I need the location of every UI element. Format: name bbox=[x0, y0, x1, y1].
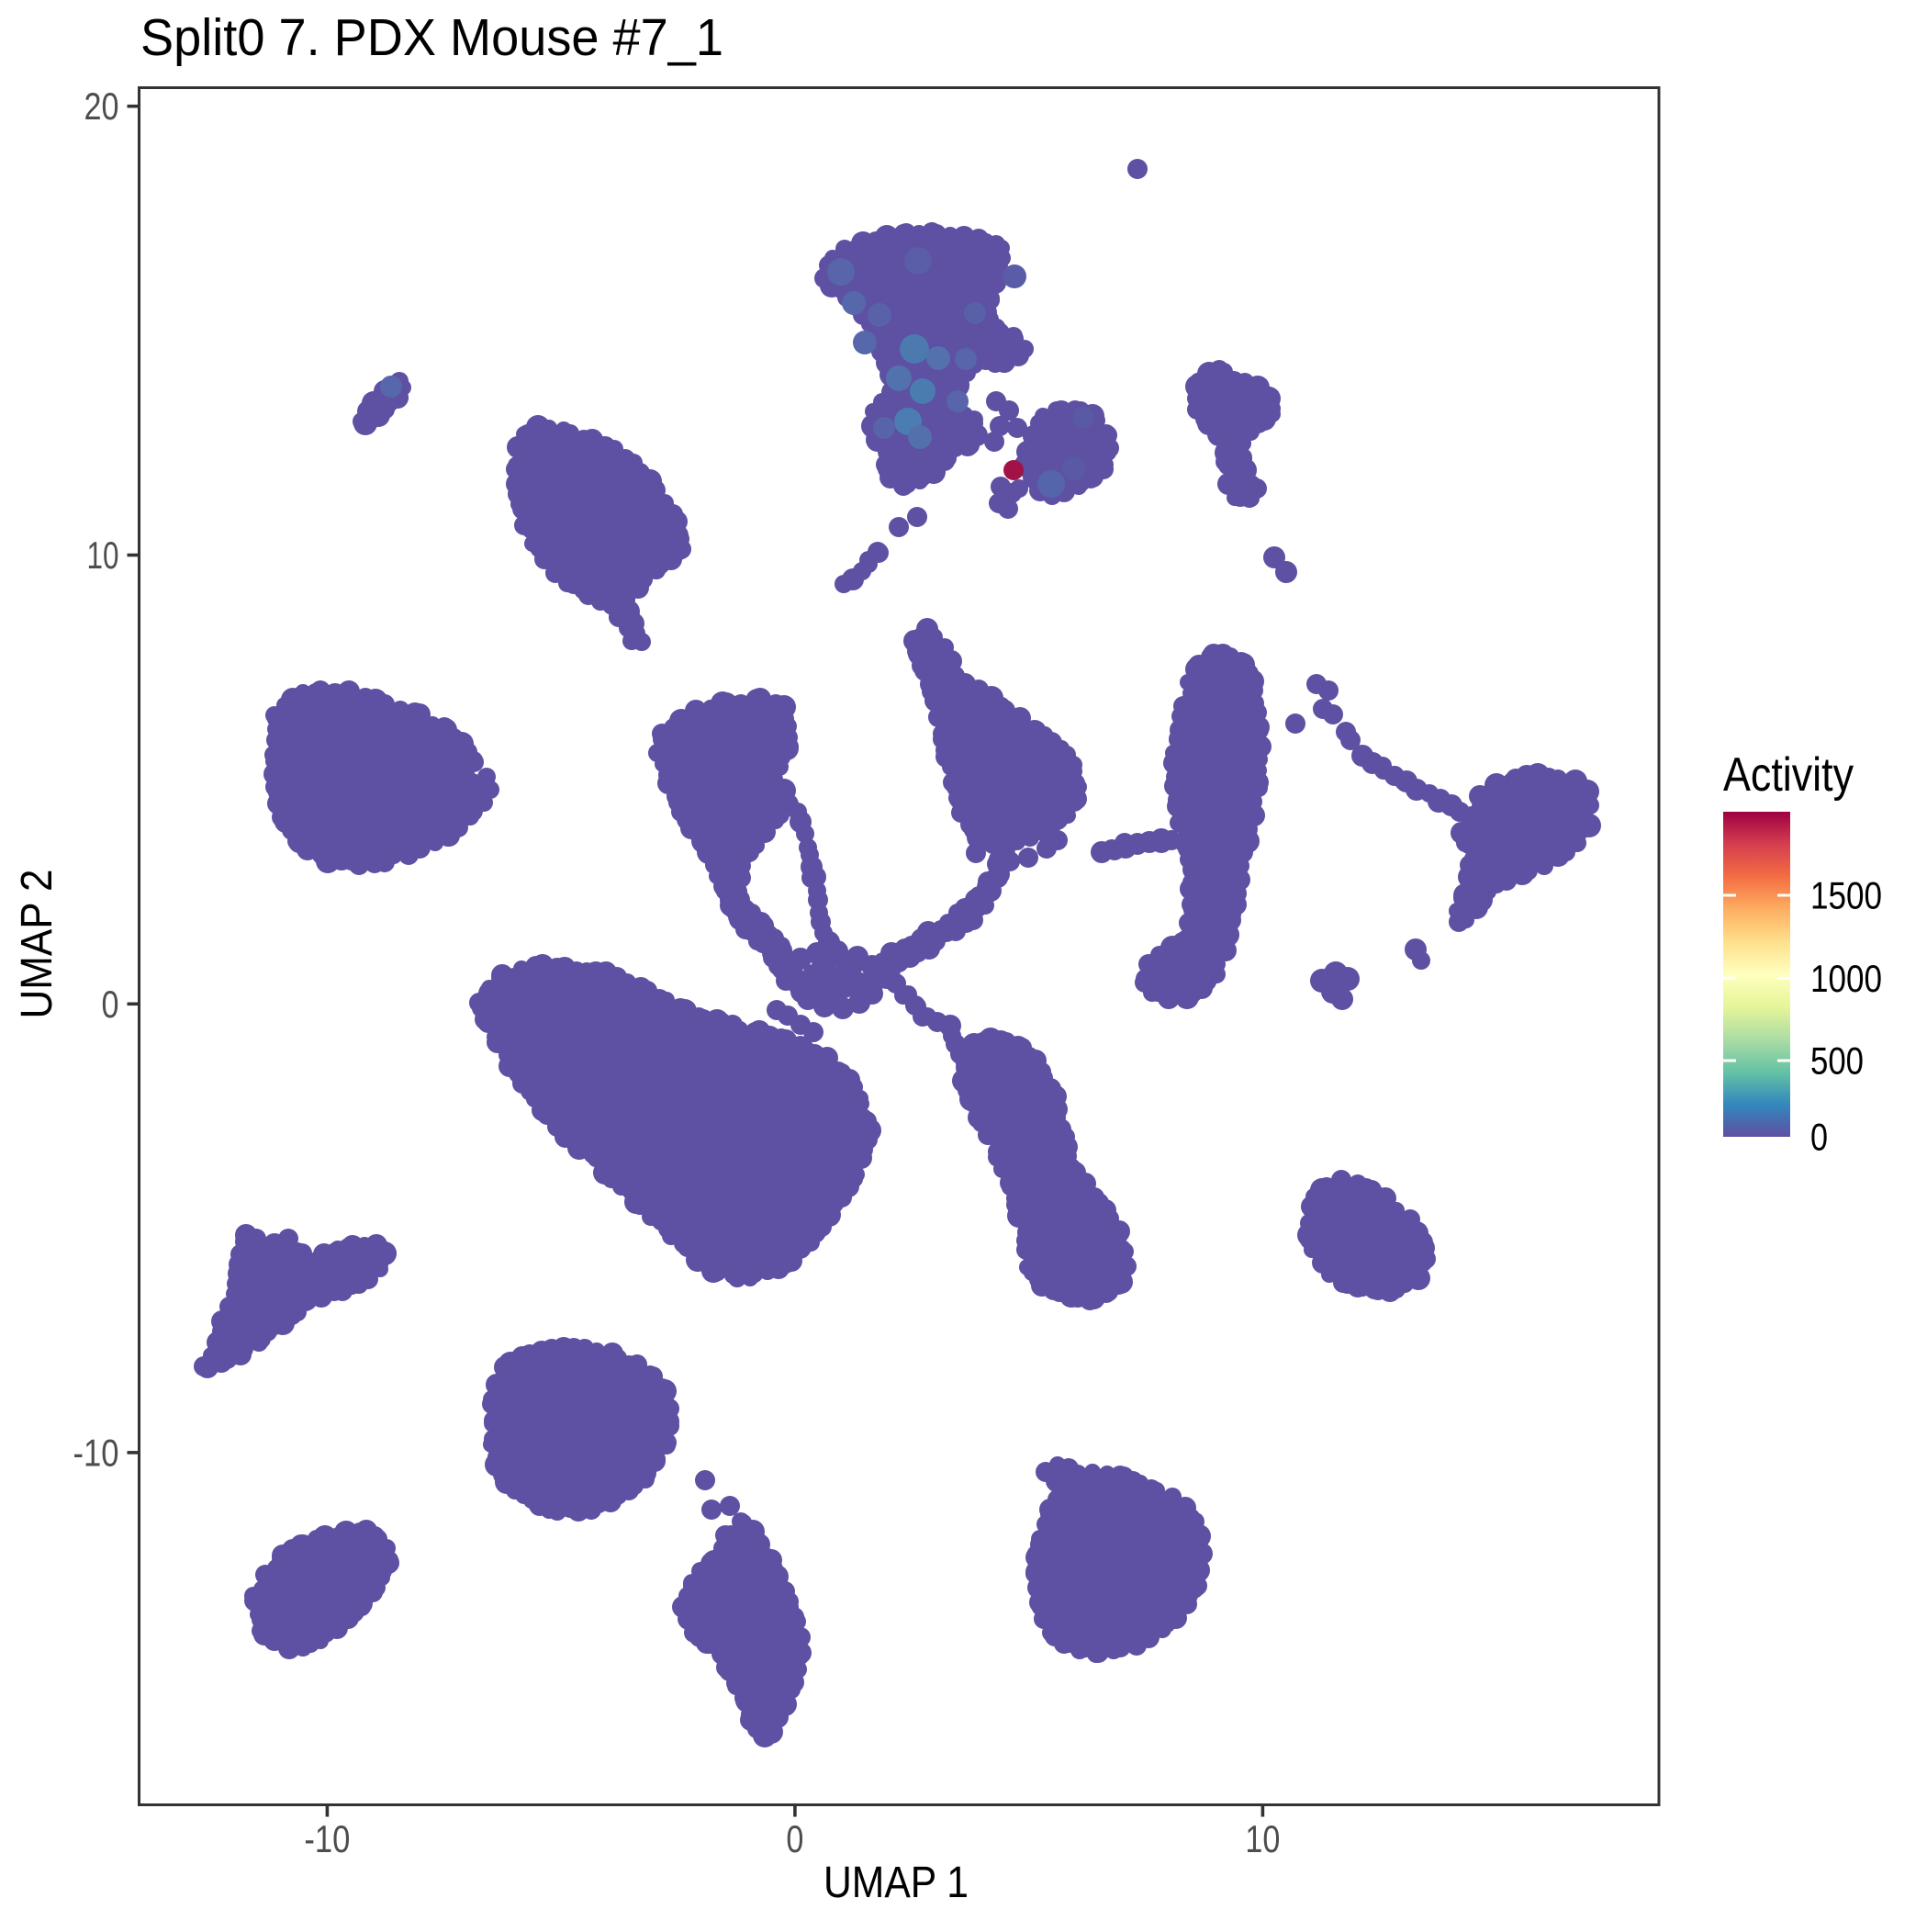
svg-text:1000: 1000 bbox=[1810, 957, 1882, 1000]
svg-text:-10: -10 bbox=[304, 1817, 350, 1860]
svg-text:10: 10 bbox=[1245, 1817, 1280, 1860]
svg-text:UMAP 2: UMAP 2 bbox=[13, 870, 62, 1019]
svg-text:Split0 7. PDX Mouse #7_1: Split0 7. PDX Mouse #7_1 bbox=[140, 8, 723, 67]
svg-text:10: 10 bbox=[87, 534, 119, 577]
svg-text:UMAP 1: UMAP 1 bbox=[823, 1859, 969, 1907]
svg-text:0: 0 bbox=[786, 1817, 803, 1860]
svg-text:0: 0 bbox=[1810, 1116, 1828, 1159]
svg-text:Activity: Activity bbox=[1723, 748, 1854, 802]
svg-text:0: 0 bbox=[102, 983, 119, 1026]
svg-text:20: 20 bbox=[84, 84, 119, 128]
svg-text:500: 500 bbox=[1810, 1039, 1864, 1083]
svg-text:-10: -10 bbox=[73, 1431, 119, 1474]
svg-text:1500: 1500 bbox=[1810, 874, 1882, 917]
